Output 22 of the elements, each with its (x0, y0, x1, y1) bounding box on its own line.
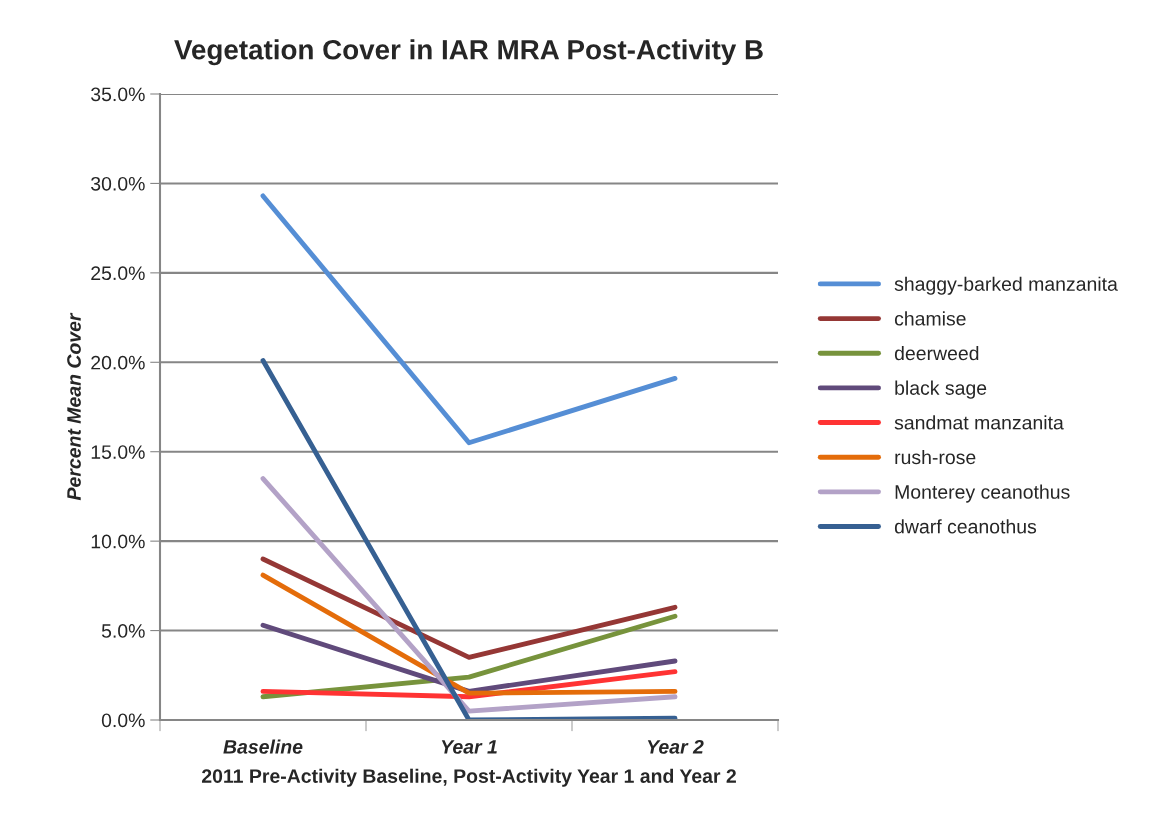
y-tick-label: 20.0% (91, 355, 145, 370)
legend-label: dwarf ceanothus (894, 519, 1037, 534)
legend-label: black sage (895, 380, 987, 399)
legend-label: sandmat manzanita (894, 415, 1064, 430)
legend-label: deerweed (894, 345, 979, 361)
y-tick-label: 30.0% (91, 176, 145, 191)
y-tick-label: 10.0% (91, 534, 145, 549)
y-axis-title: Percent Mean Cover (67, 312, 81, 501)
y-tick-label: 5.0% (101, 624, 145, 638)
legend-label: Monterey ceanothus (895, 484, 1070, 503)
y-tick-label: 25.0% (91, 266, 145, 281)
legend-label: shaggy-barked manzanita (894, 276, 1118, 295)
chart-title: Vegetation Cover in IAR MRA Post-Activity B (174, 39, 763, 66)
legend-label: rush-rose (895, 449, 976, 465)
y-tick-label: 35.0% (91, 87, 145, 102)
x-tick-label: Year 2 (647, 739, 704, 754)
y-tick-label: 0.0% (101, 713, 145, 728)
legend-label: chamise (894, 311, 966, 326)
x-tick-label: Baseline (223, 739, 303, 754)
y-tick-label: 15.0% (91, 445, 145, 459)
x-tick-label: Year 1 (441, 740, 497, 754)
x-axis-title: 2011 Pre-Activity Baseline, Post-Activity Year 1 and Year 2 (201, 768, 736, 787)
